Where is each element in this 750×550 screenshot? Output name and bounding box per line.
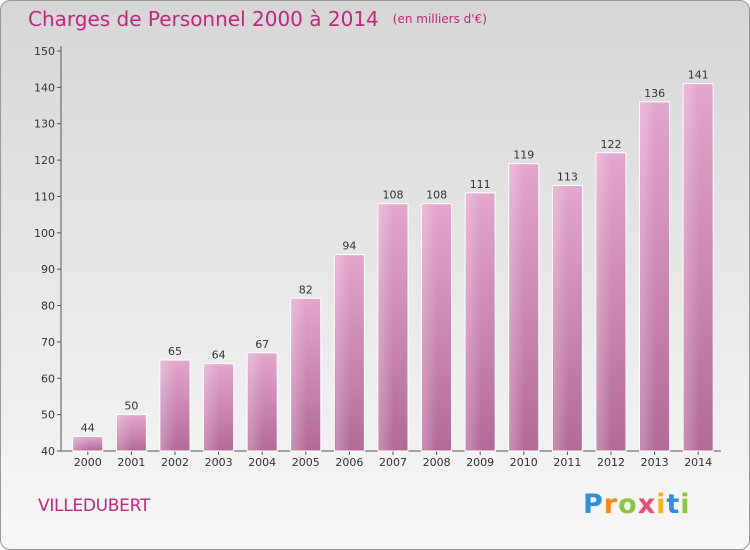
x-tick-label: 2010	[510, 456, 538, 469]
data-label: 111	[470, 178, 491, 191]
bar-highlight	[684, 84, 700, 452]
y-tick-label: 140	[34, 81, 55, 94]
data-label: 108	[383, 189, 404, 202]
x-tick-label: 2012	[597, 456, 625, 469]
data-label: 141	[688, 69, 709, 82]
x-tick-label: 2001	[117, 456, 145, 469]
bar-highlight	[640, 102, 656, 451]
logo-letter: P	[583, 489, 604, 520]
data-label: 113	[557, 171, 578, 184]
bar-highlight	[597, 153, 612, 451]
y-tick-label: 60	[41, 372, 55, 385]
y-tick-label: 90	[41, 263, 55, 276]
logo-letter: r	[603, 489, 619, 520]
logo-letter: t	[666, 489, 681, 520]
data-label: 44	[81, 421, 95, 434]
y-tick-label: 100	[34, 227, 55, 240]
bar-highlight	[335, 255, 351, 451]
bar-highlight	[553, 186, 569, 451]
x-tick-label: 2006	[335, 456, 363, 469]
chart-subtitle: (en milliers d'€)	[392, 12, 487, 26]
x-tick-label: 2003	[205, 456, 233, 469]
x-tick-label: 2007	[379, 456, 407, 469]
data-label: 64	[212, 349, 226, 362]
x-tick-label: 2008	[423, 456, 451, 469]
bar-highlight	[379, 204, 394, 451]
bar-highlight	[117, 415, 133, 451]
data-label: 65	[168, 345, 182, 358]
y-tick-label: 80	[41, 300, 55, 313]
x-tick-label: 2009	[466, 456, 494, 469]
logo-letter: i	[680, 489, 691, 520]
x-tick-label: 2000	[74, 456, 102, 469]
data-label: 50	[124, 400, 138, 413]
data-label: 94	[342, 240, 356, 253]
title-text: Charges de Personnel 2000 à 2014	[28, 7, 379, 31]
bar-highlight	[161, 361, 176, 451]
y-tick-label: 120	[34, 154, 55, 167]
y-tick-label: 70	[41, 336, 55, 349]
proxiti-logo: Proxiti	[583, 489, 691, 520]
y-tick-label: 150	[34, 45, 55, 58]
bar-highlight	[291, 299, 307, 451]
axes: 40 50 60 70 80 90 100 110 120 130 140 150 2000 2001 20…	[34, 45, 721, 469]
data-label: 136	[644, 87, 665, 100]
chart-title: Charges de Personnel 2000 à 2014 (en mill…	[28, 7, 487, 31]
data-labels: 44 50 65 64 67 82 94 108 108 111 119 113 122 136 141	[81, 69, 709, 435]
data-label: 119	[513, 149, 534, 162]
data-label: 122	[601, 138, 622, 151]
logo-letter: o	[618, 489, 638, 520]
x-tick-label: 2005	[292, 456, 320, 469]
bar-highlight	[509, 164, 525, 451]
x-tick-label: 2014	[684, 456, 712, 469]
x-tick-label: 2011	[553, 456, 581, 469]
data-label: 108	[426, 189, 447, 202]
commune-name: VILLEDUBERT	[38, 496, 150, 516]
bar-highlight	[248, 353, 264, 451]
y-tick-label: 50	[41, 409, 55, 422]
bar-highlight	[204, 364, 220, 451]
logo-letter: i	[656, 489, 667, 520]
x-tick-label: 2013	[641, 456, 669, 469]
data-label: 82	[299, 283, 313, 296]
logo-letter: x	[637, 489, 657, 520]
y-tick-label: 110	[34, 190, 55, 203]
bar-highlight	[466, 193, 482, 451]
x-tick-label: 2002	[161, 456, 189, 469]
bar-highlight	[422, 204, 438, 451]
bars	[72, 83, 714, 452]
bar-highlight	[73, 437, 89, 451]
y-tick-label: 40	[41, 445, 55, 458]
y-tick-label: 130	[34, 118, 55, 131]
data-label: 67	[255, 338, 269, 351]
x-tick-label: 2004	[248, 456, 276, 469]
